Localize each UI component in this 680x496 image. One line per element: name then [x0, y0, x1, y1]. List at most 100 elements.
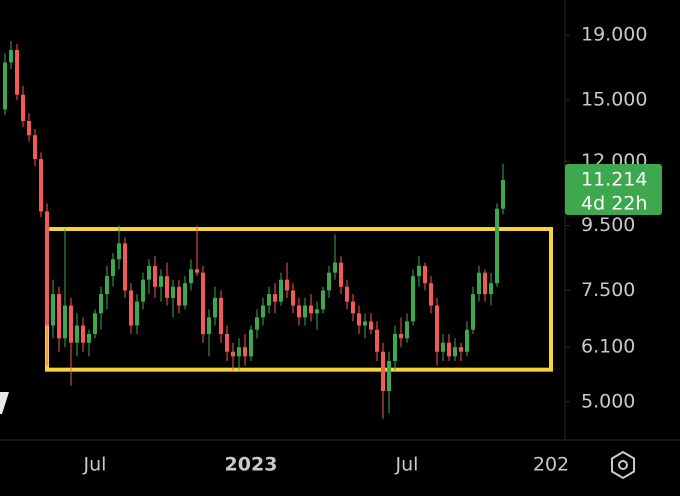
candle-body: [333, 262, 337, 273]
candle-body: [81, 325, 85, 343]
candle-body: [345, 286, 349, 302]
candle-body: [261, 305, 265, 318]
candle-body: [465, 329, 469, 352]
candle-body: [327, 272, 331, 291]
candle-body: [279, 279, 283, 302]
price-axis: 5.0006.1007.5009.50012.00015.00019.00011…: [565, 24, 662, 412]
candle-body: [417, 265, 421, 277]
candle-body: [315, 309, 319, 314]
candle-body: [177, 286, 181, 306]
candle-body: [303, 305, 307, 318]
candle-body: [159, 276, 163, 287]
candle-body: [321, 290, 325, 310]
candle-body: [183, 283, 187, 306]
candle-body: [99, 294, 103, 314]
candle-body: [3, 62, 7, 110]
settings-circle: [618, 460, 628, 470]
candle-body: [141, 279, 145, 302]
y-tick-label: 9.500: [581, 214, 635, 236]
candle-body: [27, 121, 31, 136]
candle-body: [387, 361, 391, 391]
candle-body: [435, 305, 439, 352]
candle-body: [489, 283, 493, 295]
candle-body: [249, 329, 253, 357]
candle-body: [63, 305, 67, 339]
candle-body: [447, 342, 451, 357]
candle-body: [423, 265, 427, 284]
last-price-box: [565, 163, 662, 215]
candle-body: [369, 321, 373, 330]
candle-body: [477, 272, 481, 295]
candle-body: [441, 342, 445, 352]
candle-body: [471, 294, 475, 330]
x-tick-label: 202: [533, 454, 569, 476]
countdown-label: 4d 22h: [581, 192, 647, 214]
candle-body: [165, 276, 169, 298]
x-tick-label: Jul: [395, 454, 419, 476]
plot-area: [3, 41, 553, 419]
candle-body: [69, 305, 73, 343]
candle-body: [117, 243, 121, 260]
candle-body: [87, 333, 91, 343]
candle-body: [237, 347, 241, 357]
candle-body: [339, 262, 343, 287]
candle-body: [351, 301, 355, 314]
candle-body: [285, 279, 289, 291]
y-tick-label: 5.000: [581, 390, 635, 412]
candle-body: [51, 294, 55, 326]
candle-body: [411, 276, 415, 322]
candle-body: [75, 325, 79, 343]
candle-body: [291, 290, 295, 306]
candle-body: [225, 333, 229, 352]
candle-body: [483, 272, 487, 295]
candle-body: [309, 305, 313, 314]
settings-hexagon: [611, 450, 635, 480]
last-price-label: 11.214: [581, 168, 647, 190]
candle-body: [93, 313, 97, 334]
candle-body: [207, 317, 211, 334]
candle-body: [171, 286, 175, 298]
candle-body: [297, 305, 301, 318]
candle-body: [375, 329, 379, 352]
candle-body: [201, 272, 205, 334]
x-tick-label: 2023: [225, 454, 278, 476]
candle-body: [39, 159, 43, 212]
candle-body: [399, 333, 403, 339]
candle-body: [129, 290, 133, 326]
candle-body: [267, 294, 271, 306]
candle-body: [57, 294, 61, 339]
candle-body: [147, 265, 151, 280]
candle-body: [111, 259, 115, 277]
candle-body: [363, 321, 367, 326]
candle-body: [381, 351, 385, 391]
candle-body: [33, 135, 37, 160]
candle-body: [243, 347, 247, 357]
settings-button[interactable]: [611, 450, 635, 480]
candle-body: [255, 317, 259, 330]
candle-body: [123, 243, 127, 291]
candle-body: [393, 333, 397, 362]
candle-body: [459, 347, 463, 352]
candle-body: [429, 283, 433, 306]
candle-body: [357, 313, 361, 326]
candle-body: [495, 208, 499, 284]
candle-body: [135, 301, 139, 326]
candle-body: [213, 297, 217, 318]
y-tick-label: 6.100: [581, 336, 635, 358]
y-tick-label: 7.500: [581, 279, 635, 301]
candle-body: [15, 50, 19, 95]
candle-body: [195, 269, 199, 273]
candle-body: [45, 211, 49, 326]
tool-icon[interactable]: [0, 392, 9, 414]
candle-body: [231, 351, 235, 357]
candle-body: [153, 265, 157, 287]
candle-body: [453, 347, 457, 357]
candle-body: [9, 50, 13, 63]
candle-body: [219, 297, 223, 334]
candle-body: [501, 179, 505, 209]
candle-body: [189, 269, 193, 284]
y-tick-label: 19.000: [581, 24, 647, 46]
x-tick-label: Jul: [83, 454, 107, 476]
